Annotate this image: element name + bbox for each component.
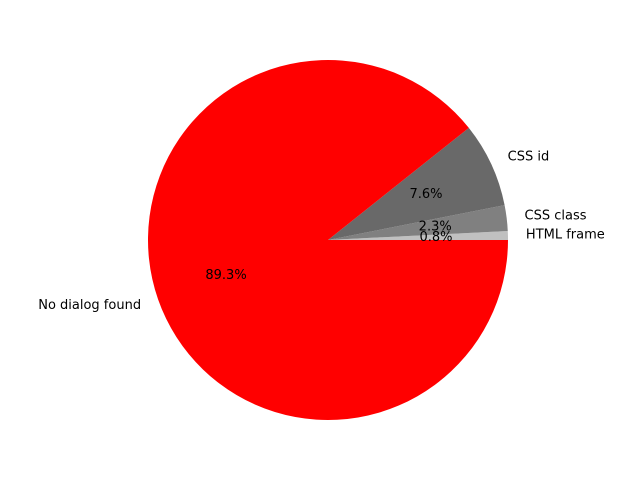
- pie-labels: HTML frame 0.8% CSS class 2.3% CSS id 7.6% No …: [38, 149, 605, 312]
- slice-css-class: [328, 205, 508, 240]
- slice-label-no-dialog-found: No dialog found: [38, 298, 141, 313]
- slice-no-dialog-found: [147, 59, 508, 420]
- slice-css-id: [328, 127, 505, 240]
- slice-label-html-frame: HTML frame: [526, 228, 605, 243]
- slice-html-frame: [328, 230, 508, 240]
- slice-label-css-class: CSS class: [525, 208, 587, 223]
- slice-label-css-id: CSS id: [508, 149, 550, 164]
- pct-label-css-class: 2.3%: [419, 219, 452, 234]
- pct-label-html-frame: 0.8%: [419, 230, 452, 245]
- pct-label-css-id: 7.6%: [409, 187, 442, 202]
- pct-label-no-dialog-found: 89.3%: [205, 268, 246, 283]
- pie-slices: [147, 59, 508, 420]
